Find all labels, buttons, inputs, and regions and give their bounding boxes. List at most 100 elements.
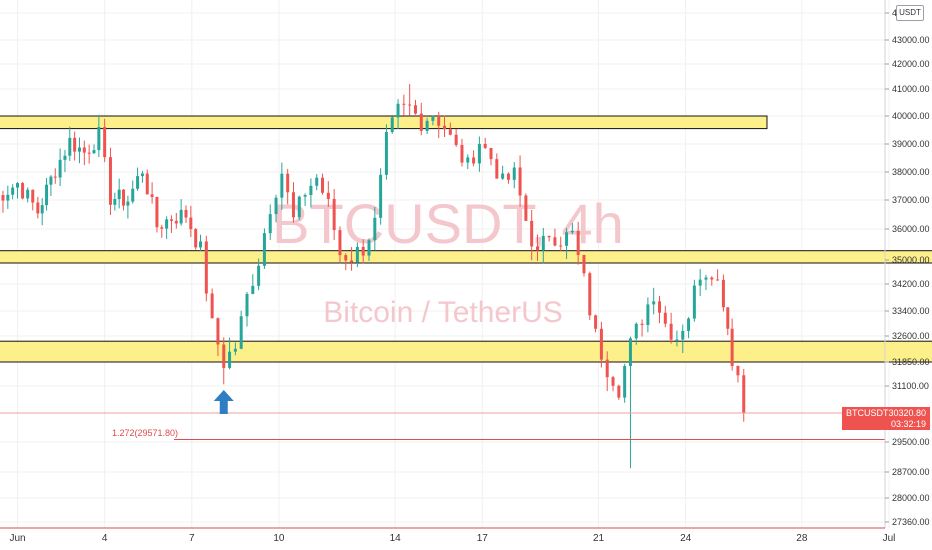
candle-body — [136, 176, 140, 189]
price-zone[interactable] — [0, 340, 932, 363]
candle-body — [6, 194, 10, 201]
candle-body — [646, 304, 650, 326]
x-tick-label: 14 — [390, 533, 402, 544]
candle-body — [239, 316, 243, 349]
candle-body — [736, 365, 740, 376]
candle-body — [599, 328, 603, 360]
candle-body — [77, 147, 81, 152]
candle-body — [489, 147, 493, 160]
candle-body — [437, 115, 441, 126]
candle-body — [704, 277, 708, 280]
y-tick-label: 28700.00 — [892, 467, 930, 477]
candle-body — [140, 173, 144, 177]
candle-body — [617, 385, 621, 398]
candle-body — [726, 307, 730, 329]
candle-body — [524, 195, 528, 221]
candle-body — [594, 315, 598, 329]
candle-body — [40, 205, 44, 214]
candle-body — [681, 330, 685, 340]
candle-body — [623, 365, 627, 398]
candle-body — [408, 104, 412, 106]
currency-badge[interactable]: USDT — [896, 5, 924, 21]
candle-body — [174, 220, 178, 224]
candle-body — [384, 132, 388, 175]
candle-body — [21, 183, 25, 199]
candle-body — [87, 152, 91, 154]
price-zone[interactable] — [0, 250, 932, 264]
candle-body — [547, 235, 551, 238]
y-tick-label: 33400.00 — [892, 306, 930, 316]
candle-body — [36, 202, 40, 214]
y-tick-label: 31100.00 — [892, 381, 929, 391]
candle-body — [559, 245, 563, 247]
candle-body — [155, 197, 159, 228]
x-tick-label: 17 — [477, 533, 489, 544]
x-tick-label: 4 — [102, 533, 108, 544]
candle-body — [721, 279, 725, 308]
x-tick-label: Jun — [9, 533, 25, 544]
y-tick-label: 32600.00 — [892, 331, 930, 341]
candle-body — [710, 277, 714, 280]
candle-body — [332, 198, 336, 231]
candle-body — [512, 167, 516, 180]
candle-body — [518, 167, 522, 196]
candle-body — [634, 323, 638, 339]
candle-body — [210, 293, 214, 319]
candle-body — [321, 177, 325, 193]
candle-body — [344, 255, 348, 261]
candle-body — [570, 230, 574, 233]
y-tick-label: 37000.00 — [892, 195, 930, 205]
candle-body — [199, 241, 203, 248]
candle-body — [117, 189, 121, 199]
candle-body — [222, 344, 226, 368]
candle-body — [145, 173, 149, 195]
candle-body — [663, 312, 667, 324]
candle-body — [466, 157, 470, 163]
candle-body — [45, 184, 49, 206]
candle-body — [669, 323, 673, 340]
y-tick-label: 40000.00 — [892, 111, 930, 121]
candle-body — [730, 328, 734, 366]
candle-body — [355, 246, 359, 263]
candle-body — [431, 115, 435, 121]
y-tick-label: 38000.00 — [892, 167, 930, 177]
candle-body — [675, 339, 679, 341]
candle-body — [189, 217, 193, 230]
last-price-tag: BTCUSDT 30320.80 03:32:19 — [842, 407, 930, 430]
price-tag-value: 30320.80 — [888, 408, 926, 418]
candle-body — [108, 157, 112, 205]
price-tag-symbol: BTCUSDT — [846, 408, 889, 418]
candle-body — [506, 173, 510, 180]
candle-body — [82, 147, 86, 153]
price-tag-countdown: 03:32:19 — [891, 419, 926, 429]
candle-body — [419, 113, 423, 131]
candle-body — [194, 229, 198, 248]
time-axis[interactable]: Jun47101417212428Jul58 — [9, 533, 932, 544]
candle-body — [390, 117, 394, 133]
candle-body — [326, 192, 330, 199]
candle-body — [11, 187, 15, 195]
candle-body — [31, 189, 35, 203]
candle-body — [628, 338, 632, 366]
price-axis[interactable]: 27360.00 28000.00 28700.00 29500.00 31100.00… — [885, 8, 930, 527]
y-tick-label: 42000.00 — [892, 59, 930, 69]
candle-body — [103, 126, 107, 158]
support-resistance-zones[interactable] — [0, 115, 932, 363]
candle-body — [303, 195, 307, 197]
candle-body — [716, 279, 720, 281]
y-tick-label: 34200.00 — [892, 279, 930, 289]
candle-body — [460, 144, 464, 163]
candle-body — [58, 159, 62, 178]
candle-body — [379, 174, 383, 218]
price-zone[interactable] — [0, 115, 768, 130]
candle-body — [204, 241, 208, 294]
candle-body — [245, 293, 249, 317]
up-arrow-icon[interactable] — [213, 390, 234, 414]
candle-body — [73, 137, 77, 152]
fib-extension-label[interactable]: 1.272(29571.80) — [112, 428, 178, 438]
candle-body — [530, 220, 534, 247]
candle-body — [742, 375, 746, 413]
candle-body — [692, 285, 696, 319]
candle-body — [160, 227, 164, 229]
